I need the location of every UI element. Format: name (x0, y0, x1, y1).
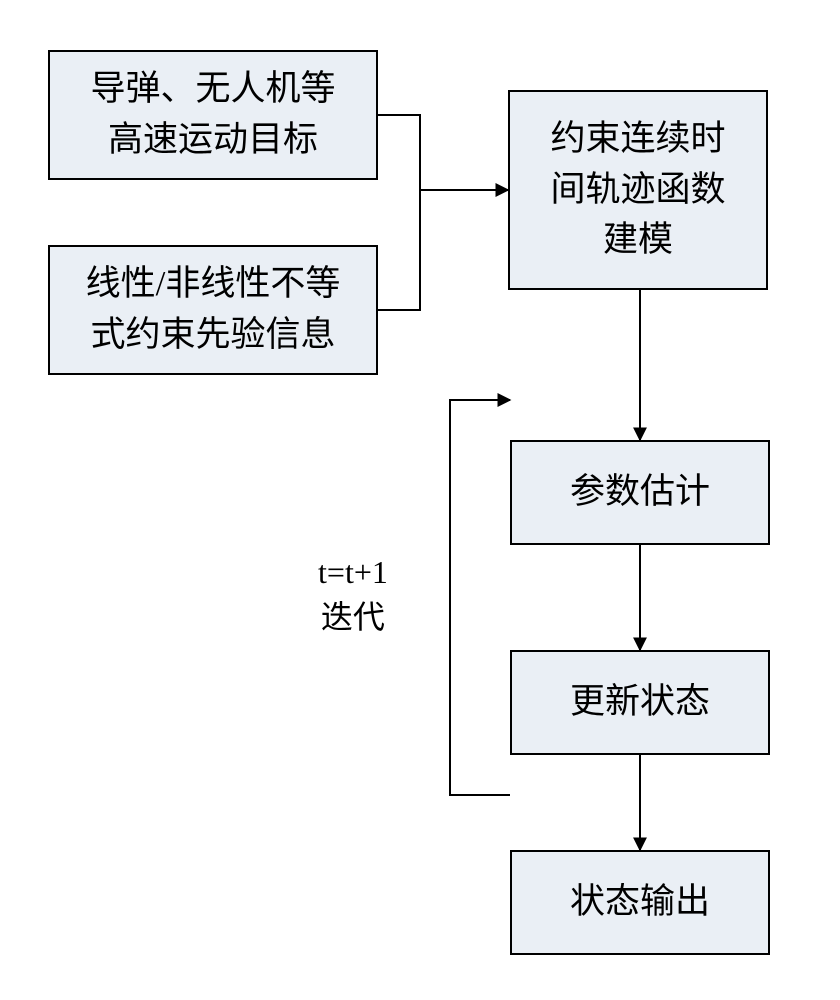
flowchart-canvas: 导弹、无人机等高速运动目标 线性/非线性不等式约束先验信息 约束连续时间轨迹函数… (0, 0, 840, 1000)
node-param-est: 参数估计 (510, 440, 770, 545)
node-update-state: 更新状态 (510, 650, 770, 755)
label-iteration: t=t+1迭代 (318, 550, 388, 640)
node-inputs-bottom: 线性/非线性不等式约束先验信息 (48, 245, 378, 375)
node-modeling: 约束连续时间轨迹函数建模 (508, 90, 768, 290)
node-inputs-top: 导弹、无人机等高速运动目标 (48, 50, 378, 180)
node-state-out: 状态输出 (510, 850, 770, 955)
